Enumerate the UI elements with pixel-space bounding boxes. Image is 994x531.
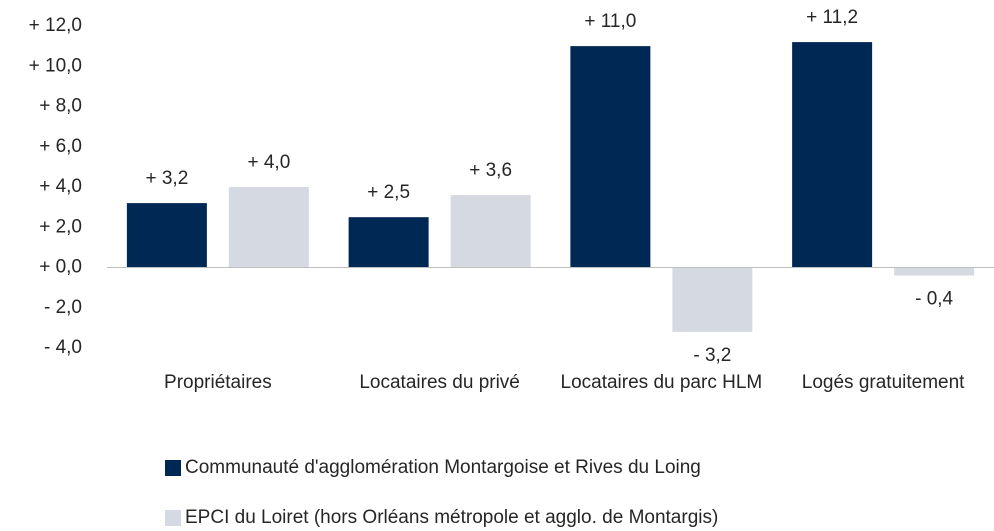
bar xyxy=(792,42,873,268)
value-label: + 3,2 xyxy=(145,168,188,189)
bar xyxy=(450,195,531,268)
x-tick-label: Locataires du privé xyxy=(359,372,520,393)
bar xyxy=(570,46,651,268)
value-label: + 11,0 xyxy=(584,11,636,32)
bar xyxy=(672,267,753,332)
bar xyxy=(348,217,429,268)
x-tick-label: Propriétaires xyxy=(164,372,272,393)
y-tick-label: + 8,0 xyxy=(39,96,82,117)
legend-label: EPCI du Loiret (hors Orléans métropole e… xyxy=(185,507,718,528)
bar xyxy=(228,187,309,268)
y-tick-label: + 0,0 xyxy=(39,257,82,278)
y-tick-label: - 4,0 xyxy=(44,337,82,358)
legend-swatch xyxy=(165,460,181,476)
legend-label: Communauté d'agglomération Montargoise e… xyxy=(185,457,701,478)
x-tick-label: Locataires du parc HLM xyxy=(560,372,763,393)
value-label: - 3,2 xyxy=(693,345,731,366)
legend-swatch xyxy=(165,510,181,526)
value-label: - 0,4 xyxy=(915,289,953,310)
value-label: + 3,6 xyxy=(469,160,512,181)
y-tick-label: + 4,0 xyxy=(39,176,82,197)
bar xyxy=(894,267,975,276)
y-tick-label: + 10,0 xyxy=(29,55,82,76)
x-tick-label: Logés gratuitement xyxy=(801,372,965,393)
y-tick-label: + 12,0 xyxy=(29,15,82,36)
value-label: + 2,5 xyxy=(367,182,410,203)
bar xyxy=(126,203,207,268)
value-label: + 11,2 xyxy=(806,7,858,28)
y-tick-label: + 2,0 xyxy=(39,216,82,237)
y-tick-label: + 6,0 xyxy=(39,136,82,157)
value-label: + 4,0 xyxy=(247,152,290,173)
y-tick-label: - 2,0 xyxy=(44,297,82,318)
